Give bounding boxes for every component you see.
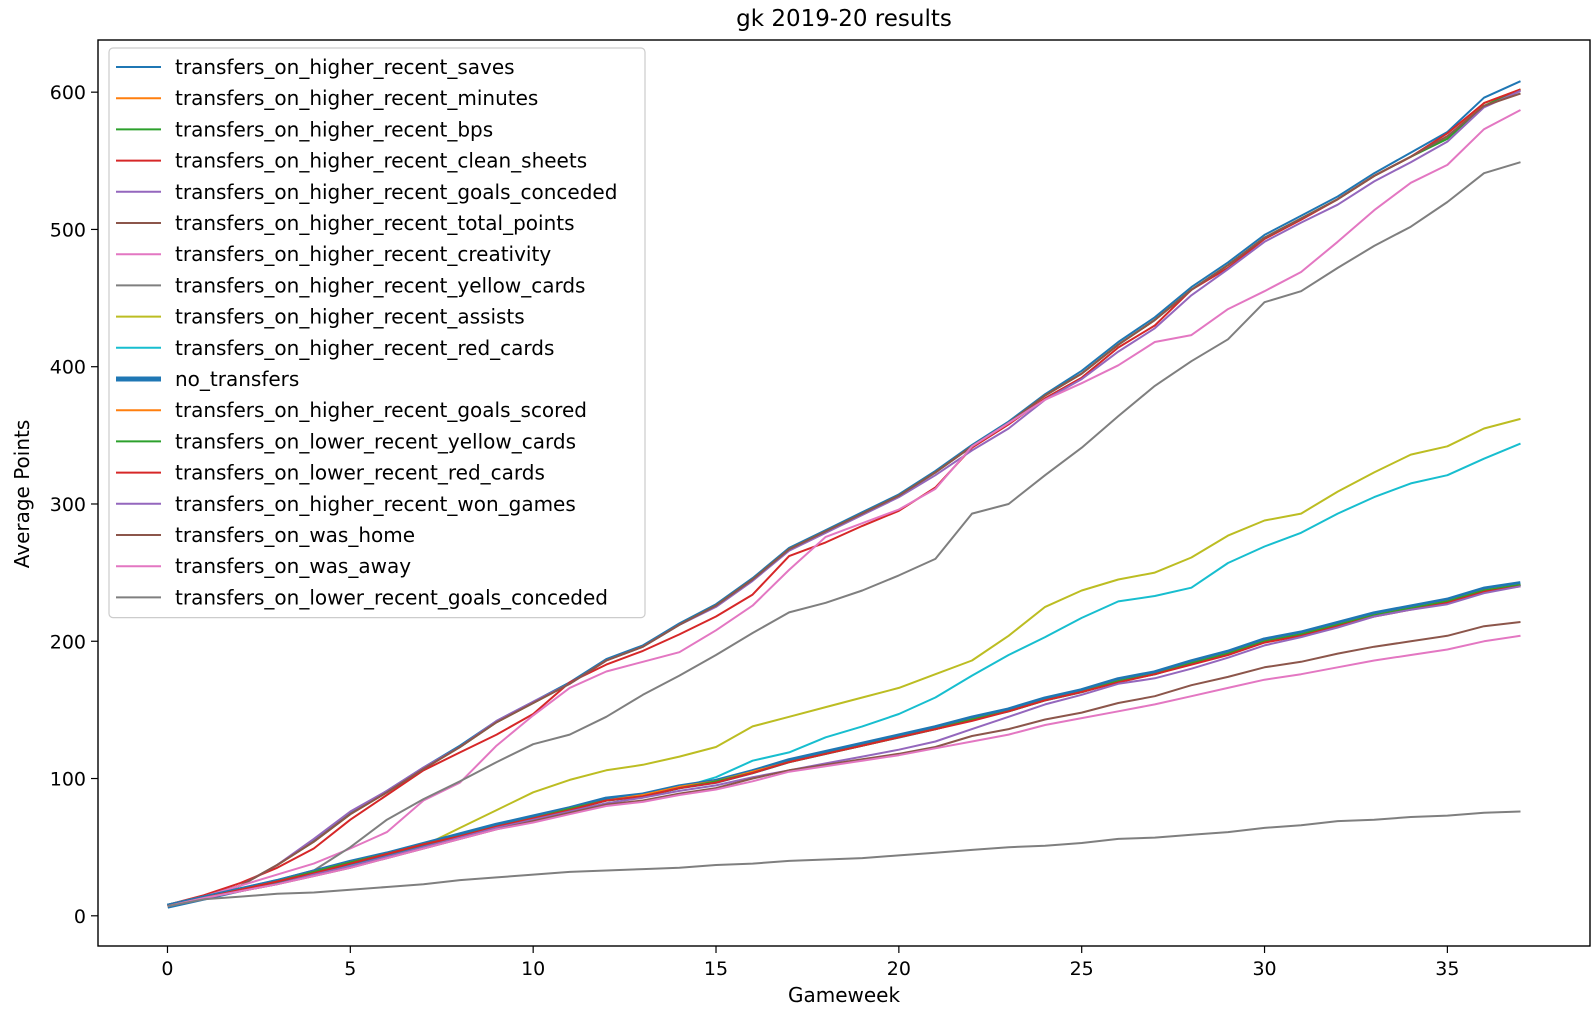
series-line-transfers_on_lower_recent_red_cards [167,585,1521,908]
series-line-transfers_on_higher_recent_won_games [167,585,1521,908]
y-tick-label: 400 [50,357,86,379]
y-tick-label: 600 [50,82,86,104]
legend-entry-label: transfers_on_higher_recent_total_points [175,211,575,235]
plot-lines [166,80,1521,909]
x-tick-label: 25 [1070,958,1094,980]
x-tick-label: 20 [887,958,911,980]
y-axis-ticks: 0 100 200 300 400 500 600 [50,82,98,928]
legend-entry-label: transfers_on_higher_recent_saves [175,55,515,79]
legend-entry-label: transfers_on_was_home [175,523,415,547]
legend-entry-label: transfers_on_lower_recent_red_cards [175,461,545,485]
legend-entry-label: transfers_on_higher_recent_red_cards [175,336,554,360]
series-line-transfers_on_higher_recent_yellow_cards [167,161,1521,906]
x-tick-label: 0 [161,958,173,980]
y-tick-label: 300 [50,494,86,516]
series-line-transfers_on_higher_recent_total_points [167,92,1521,906]
y-axis-label: Average Points [10,420,34,569]
x-tick-label: 35 [1435,958,1459,980]
plot-frame [97,39,1591,947]
x-tick-label: 10 [521,958,545,980]
legend-entry-label: transfers_on_higher_recent_yellow_cards [175,273,585,297]
series-line-transfers_on_higher_recent_creativity [167,109,1521,906]
legend-entry-label: transfers_on_higher_recent_won_games [175,492,576,516]
y-tick-label: 200 [50,631,86,653]
chart-title: gk 2019-20 results [736,6,952,32]
legend-box [108,47,646,619]
legend-entry-label: transfers_on_was_away [175,554,411,578]
legend-entry-label: transfers_on_lower_recent_yellow_cards [175,429,576,453]
y-tick-label: 500 [50,219,86,241]
legend-entry-label: transfers_on_higher_recent_bps [175,117,493,141]
legend-entry-label: transfers_on_higher_recent_goals_concede… [175,180,617,204]
legend-entry-label: transfers_on_higher_recent_clean_sheets [175,149,587,173]
legend-entry-label: transfers_on_lower_recent_goals_conceded [175,585,608,609]
series-line-transfers_on_higher_recent_goals_conceded [167,89,1521,906]
legend-entry-label: no_transfers [175,367,299,391]
series-line-transfers_on_was_away [167,634,1521,908]
legend-entry-label: transfers_on_higher_recent_assists [175,305,525,329]
series-line-transfers_on_lower_recent_goals_conceded [167,810,1521,908]
x-axis-label: Gameweek [788,983,901,1007]
legend-entry-label: transfers_on_higher_recent_minutes [175,86,538,110]
legend-entry-label: transfers_on_higher_recent_goals_scored [175,398,587,422]
x-axis-ticks: 0 5 10 15 20 25 30 35 [161,946,1459,980]
x-tick-label: 5 [344,958,356,980]
y-tick-label: 0 [74,906,86,928]
x-tick-label: 30 [1252,958,1276,980]
x-tick-label: 15 [704,958,728,980]
legend: transfers_on_higher_recent_saves transfer… [108,47,646,619]
y-tick-label: 100 [50,769,86,791]
series-line-transfers_on_higher_recent_clean_sheets [167,88,1521,906]
legend-entry-label: transfers_on_higher_recent_creativity [175,242,551,266]
